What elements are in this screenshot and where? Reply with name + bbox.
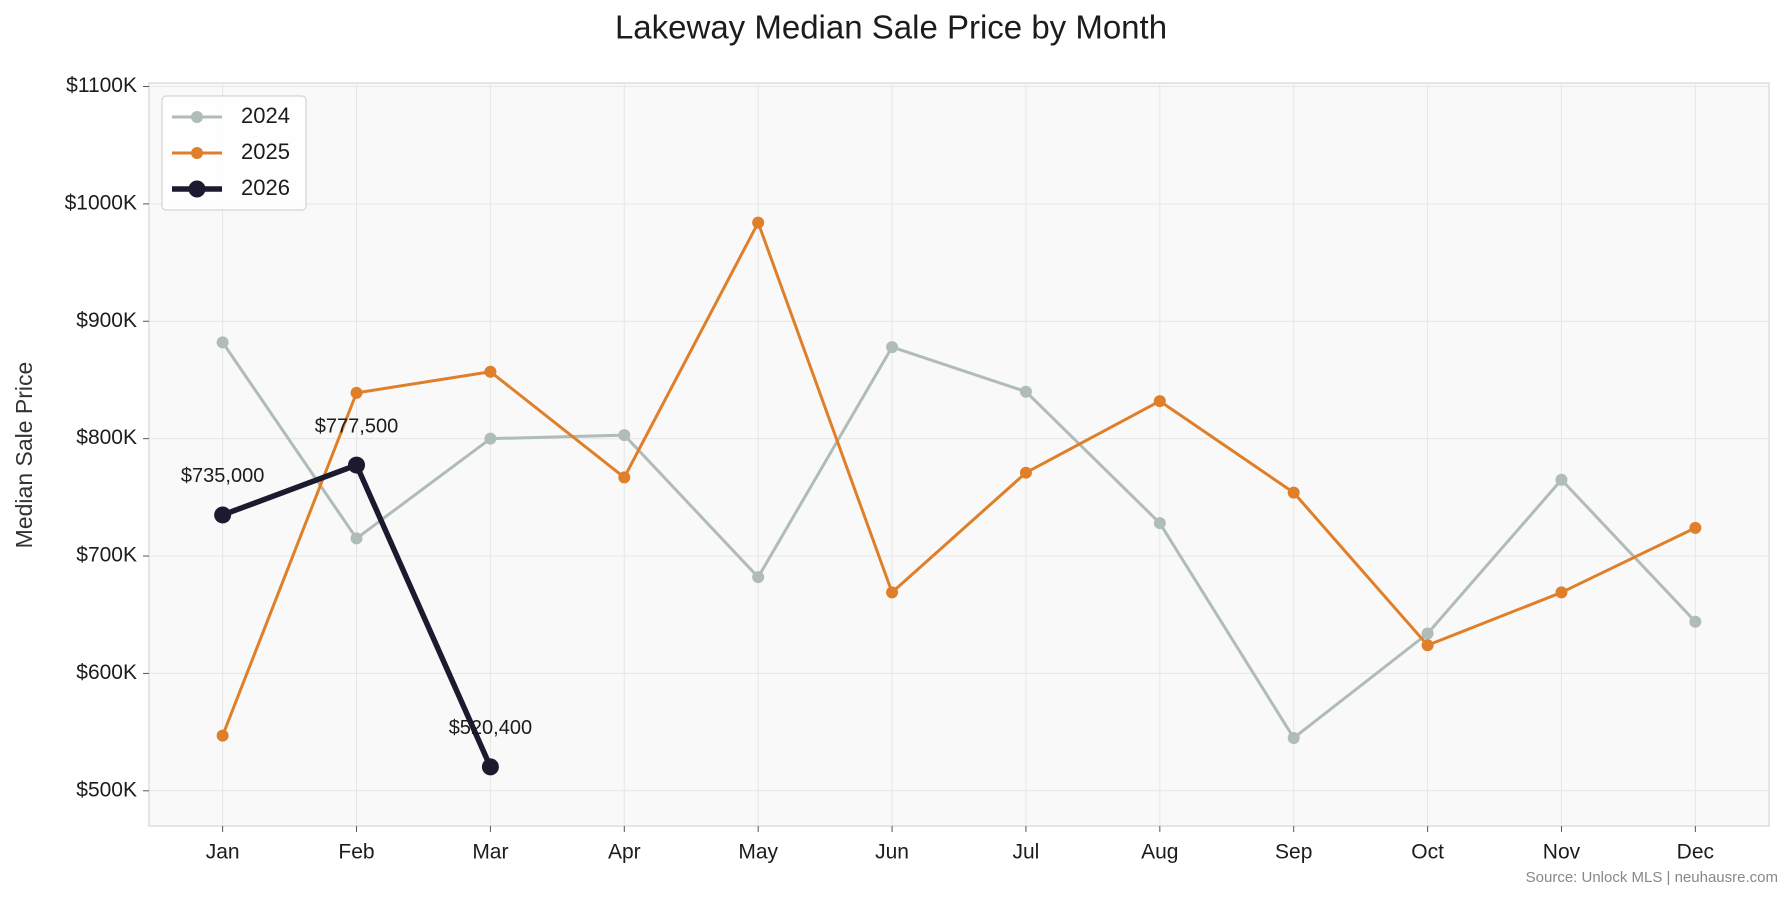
series-line [221,341,1697,740]
data-point [1153,517,1166,530]
data-point [886,341,899,354]
y-tick-label: $700K [76,544,137,567]
data-point [1019,385,1032,398]
legend-label: 2025 [241,139,290,164]
chart-title: Lakeway Median Sale Price by Month [615,9,1167,46]
x-tick-label: Feb [338,841,374,864]
data-label: $520,400 [449,717,532,739]
data-point [350,386,363,399]
legend-label: 2026 [241,175,290,200]
x-tick-label: Apr [608,841,641,864]
data-point [1421,627,1434,640]
data-point [618,471,631,484]
y-tick-label: $500K [76,778,137,801]
data-point [752,216,765,229]
data-point [484,432,497,445]
data-point [618,429,631,442]
data-label: $735,000 [181,465,264,487]
data-point [752,571,765,584]
data-point [1555,586,1568,599]
x-tick-label: Nov [1543,841,1581,864]
data-point [484,365,497,378]
legend-marker [188,180,206,198]
data-label: $777,500 [315,415,398,437]
x-tick-label: Mar [472,841,508,864]
y-tick-label: $1000K [65,191,137,214]
data-point [1153,395,1166,408]
y-tick-label: $900K [76,309,137,332]
x-tick-label: Oct [1411,841,1444,864]
data-point [886,586,899,599]
source-note: Source: Unlock MLS | neuhausre.com [1526,869,1778,886]
x-tick-label: Sep [1275,841,1312,864]
x-tick-label: May [738,841,778,864]
data-point [1287,486,1300,499]
y-tick-label: $800K [76,426,137,449]
legend: 2024 2025 2026 [161,95,307,211]
y-axis-label: Median Sale Price [11,362,37,549]
data-point [350,532,363,545]
data-point [216,729,229,742]
data-point [214,506,232,524]
x-tick-label: Jun [875,841,909,864]
data-point [481,758,499,776]
y-tick-label: $600K [76,661,137,684]
y-tick-label: $1100K [66,74,137,97]
x-tick-label: Jan [206,841,240,864]
series-line [221,221,1697,737]
x-tick-label: Dec [1677,841,1714,864]
data-point [1019,466,1032,479]
legend-label: 2024 [241,103,290,128]
data-point [1555,473,1568,486]
x-tick-label: Aug [1141,841,1178,864]
data-point [216,336,229,349]
legend-marker [191,147,203,159]
data-point [1689,615,1702,628]
data-point [1287,731,1300,744]
legend-marker [191,111,203,123]
data-point [348,456,366,474]
plot-area [148,82,1770,827]
data-point [1421,639,1434,652]
data-point [1689,521,1702,534]
x-tick-label: Jul [1013,841,1040,864]
